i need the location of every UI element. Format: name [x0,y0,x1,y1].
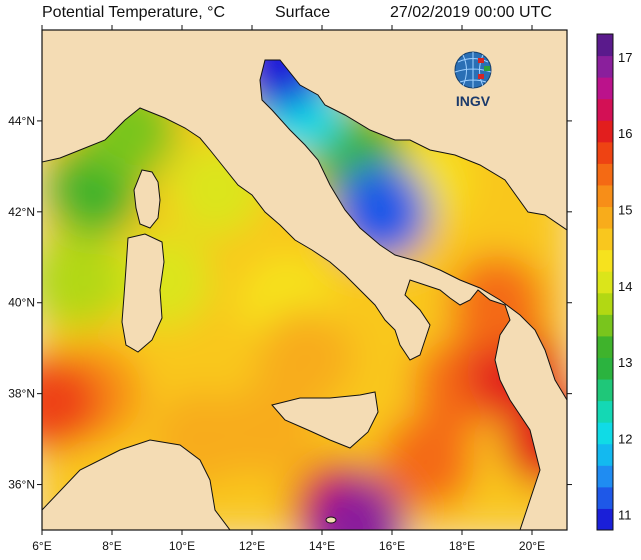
lon-tick-label: 16°E [379,539,405,553]
colorbar-swatch [597,335,613,358]
lat-tick-label: 38°N [8,387,35,401]
colorbar-swatch [597,184,613,208]
colorbar-tick-label: 11 [618,508,632,523]
lon-tick-label: 12°E [239,539,265,553]
colorbar-swatch [597,443,613,466]
sea-temperature-patch [42,232,125,328]
northern-coast-land [42,30,567,530]
axis-layer: 6°E 8°E 10°E 12°E 14°E 16°E 18°E 20°E 36°N 38°N 40… [8,25,572,553]
colorbar-swatch [597,271,613,294]
sicily-island [271,391,379,449]
colorbar-tick-label: 16 [618,126,632,141]
colorbar-tick-label: 12 [618,431,632,446]
colorbar-swatch [597,486,613,509]
colorbar-swatch [597,508,613,531]
colorbar-swatch [597,249,613,272]
lat-tick-label: 36°N [8,478,35,492]
ingv-logo: INGV [454,51,492,109]
colorbar-swatch [597,379,613,402]
datetime-label: 27/02/2019 00:00 UTC [390,4,552,21]
lon-tick-label: 14°E [309,539,335,553]
colorbar-tick-label: 14 [618,279,632,294]
lon-tick-label: 20°E [519,539,545,553]
plot-frame [41,29,568,531]
colorbar-swatch [597,357,613,380]
colorbar-swatch [597,292,613,315]
land-layer [42,30,567,530]
colorbar-swatch [597,34,613,57]
malta-island [325,516,337,524]
sea-temperature-patch [379,413,475,510]
colorbar: 11 12 13 14 15 16 17 [596,33,632,531]
colorbar-swatch [597,206,613,229]
colorbar-tick-label: 17 [618,50,632,65]
colorbar-swatch [597,120,613,143]
colorbar-swatch [597,400,613,423]
north-africa-land [42,439,231,530]
lon-tick-label: 18°E [449,539,475,553]
lon-tick-label: 10°E [169,539,195,553]
colorbar-swatch [597,141,613,164]
colorbar-swatch [597,228,613,251]
colorbar-swatch [597,55,613,78]
colorbar-swatch [597,314,613,337]
lon-tick-label: 8°E [102,539,121,553]
sardinia-island [121,233,165,353]
colorbar-swatch [597,465,613,488]
sea-temperature-patch [256,309,353,406]
colorbar-swatch [597,98,613,121]
depth-label: Surface [275,4,331,21]
variable-title: Potential Temperature, °C [42,4,226,21]
logo-text: INGV [456,93,491,109]
corsica-island [133,169,161,229]
colorbar-swatch [597,77,613,100]
lon-tick-label: 6°E [32,539,51,553]
sea-temperature-patch [42,354,101,451]
colorbar-swatch [597,422,613,445]
colorbar-tick-label: 15 [618,203,632,218]
colorbar-swatch [597,163,613,186]
lat-tick-label: 44°N [8,114,35,128]
colorbar-frame [596,33,614,531]
lat-tick-label: 42°N [8,205,35,219]
colorbar-tick-label: 13 [618,355,632,370]
lat-tick-label: 40°N [8,296,35,310]
